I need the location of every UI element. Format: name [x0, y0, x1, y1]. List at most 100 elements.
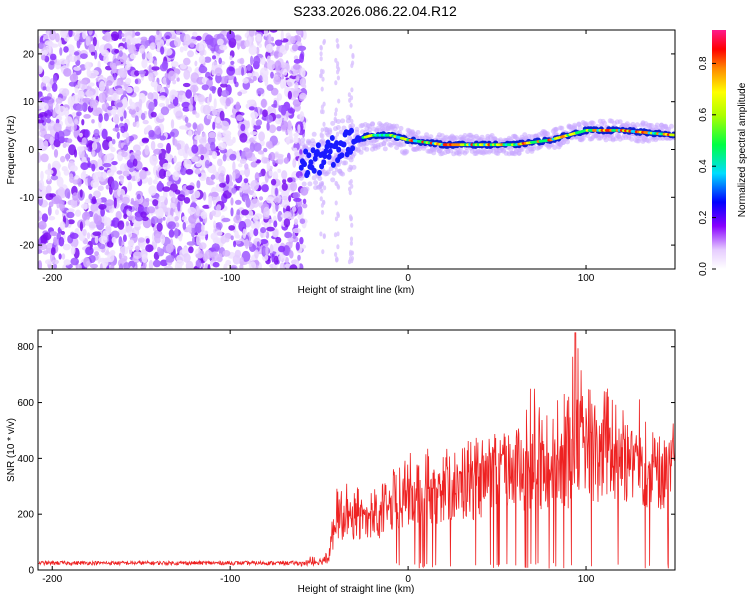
- colorbar-gradient: [712, 30, 726, 269]
- spectrogram-y-label: Frequency (Hz): [6, 116, 17, 185]
- spectrogram-noise-blob: [165, 170, 172, 177]
- spectrogram-noise-blob: [230, 60, 235, 65]
- spectrogram-noise-blob: [141, 138, 149, 144]
- spectrogram-noise-blob: [94, 236, 99, 244]
- spectrogram-streak: [323, 185, 327, 191]
- spectrogram-halo: [330, 177, 336, 183]
- spectrogram-halo: [300, 188, 306, 194]
- spectrogram-noise-blob: [280, 120, 289, 130]
- spectrogram-noise-blob: [148, 64, 152, 75]
- spectrogram-noise-blob: [97, 185, 104, 191]
- spectrogram-streak: [334, 111, 338, 117]
- spectrogram-noise-blob: [119, 194, 123, 201]
- spectrogram-halo: [327, 127, 333, 133]
- spectrogram-noise-blob: [156, 222, 163, 232]
- spectrogram-noise-blob: [46, 184, 52, 194]
- spectrogram-noise-blob: [90, 263, 98, 269]
- spectrogram-noise-blob: [223, 263, 228, 269]
- spectrogram-noise-blob: [105, 136, 113, 143]
- spectrogram-noise-blob: [263, 30, 269, 37]
- spectrogram-noise-blob: [202, 191, 207, 201]
- spectrogram-noise-blob: [140, 211, 147, 218]
- spectrogram-halo: [335, 119, 341, 124]
- spectrogram-noise-blob: [98, 92, 106, 104]
- spectrogram-track-base: [334, 140, 340, 147]
- spectrogram-noise-blob: [121, 196, 130, 205]
- spectrogram-noise-blob: [134, 78, 139, 85]
- spectrogram-noise-blob: [107, 106, 113, 111]
- spectrogram-noise-blob: [273, 50, 280, 59]
- spectrogram-noise-blob: [141, 59, 148, 69]
- spectrogram-halo: [454, 135, 459, 141]
- spectrogram-noise-blob: [219, 182, 226, 188]
- spectrogram-noise-blob: [86, 157, 91, 162]
- spectrogram-noise-blob: [75, 209, 81, 217]
- spectrogram-noise-blob: [120, 125, 126, 134]
- spectrogram-noise-blob: [217, 158, 223, 167]
- spectrogram-streak: [333, 116, 337, 122]
- spectrogram-noise-blob: [68, 30, 73, 38]
- spectrogram-noise-blob: [105, 184, 110, 190]
- spectrogram-halo: [602, 120, 607, 126]
- spectrogram-noise-blob: [158, 195, 166, 201]
- snr-x-tick-label: 0: [405, 574, 411, 585]
- spectrogram-noise-blob: [113, 73, 117, 81]
- spectrogram-noise-blob: [198, 55, 206, 64]
- spectrogram-noise-blob: [97, 158, 103, 167]
- spectrogram-noise-blob: [133, 251, 142, 259]
- spectrogram-streak: [334, 167, 338, 172]
- spectrogram-x-tick-label: 0: [405, 273, 411, 284]
- spectrogram-noise-blob: [266, 84, 274, 91]
- spectrogram-noise-blob: [125, 221, 129, 227]
- spectrogram-noise-blob: [137, 237, 145, 243]
- spectrogram-halo: [668, 123, 674, 129]
- spectrogram-noise-blob: [40, 102, 49, 112]
- spectrogram-noise-blob: [125, 64, 131, 71]
- spectrogram-noise-blob: [80, 162, 89, 171]
- spectrogram-noise-blob: [242, 195, 249, 201]
- spectrogram-noise-blob: [172, 171, 180, 181]
- spectrogram-noise-blob: [104, 31, 111, 42]
- spectrogram-track-base: [341, 141, 347, 148]
- spectrogram-noise-blob: [211, 210, 216, 216]
- spectrogram-noise-blob: [211, 251, 219, 262]
- spectrogram-noise-blob: [225, 74, 235, 81]
- spectrogram-noise-blob: [127, 231, 133, 238]
- spectrogram-noise-blob: [268, 151, 276, 162]
- spectrogram-noise-blob: [235, 199, 242, 205]
- spectrogram-noise-blob: [269, 30, 278, 33]
- spectrogram-halo: [649, 123, 654, 128]
- spectrogram-streak: [334, 107, 338, 113]
- spectrogram-noise-blob: [195, 43, 204, 52]
- spectrogram-halo: [654, 122, 660, 128]
- spectrogram-noise-blob: [272, 159, 276, 166]
- spectrogram-noise-blob: [62, 142, 67, 148]
- spectrogram-streak: [322, 38, 326, 44]
- spectrogram-noise-blob: [210, 141, 216, 152]
- spectrogram-noise-blob: [48, 216, 56, 221]
- spectrogram-noise-blob: [38, 239, 41, 245]
- spectrogram-noise-blob: [151, 66, 160, 71]
- spectrogram-noise-blob: [246, 99, 256, 105]
- spectrogram-noise-blob: [239, 187, 243, 193]
- spectrogram-noise-blob: [126, 57, 130, 67]
- spectrogram-noise-blob: [183, 159, 192, 169]
- spectrogram-noise-blob: [293, 218, 299, 226]
- spectrogram-noise-blob: [192, 122, 198, 130]
- spectrogram-noise-blob: [220, 76, 228, 85]
- spectrogram-noise-blob: [195, 259, 202, 268]
- spectrogram-noise-blob: [299, 111, 305, 122]
- spectrogram-noise-blob: [76, 38, 81, 49]
- spectrogram-noise-blob: [130, 200, 140, 206]
- spectrogram-noise-blob: [150, 111, 157, 118]
- spectrogram-noise-blob: [191, 156, 199, 163]
- spectrogram-halo: [590, 120, 596, 126]
- spectrogram-noise-blob: [134, 31, 141, 36]
- spectrogram-noise-blob: [204, 56, 212, 63]
- spectrogram-noise-blob: [273, 76, 281, 85]
- spectrogram-noise-blob: [104, 257, 109, 267]
- spectrogram-track-base: [327, 148, 333, 155]
- spectrogram-noise-blob: [141, 254, 148, 263]
- spectrogram-noise-blob: [149, 155, 158, 166]
- spectrogram-noise-blob: [103, 30, 111, 33]
